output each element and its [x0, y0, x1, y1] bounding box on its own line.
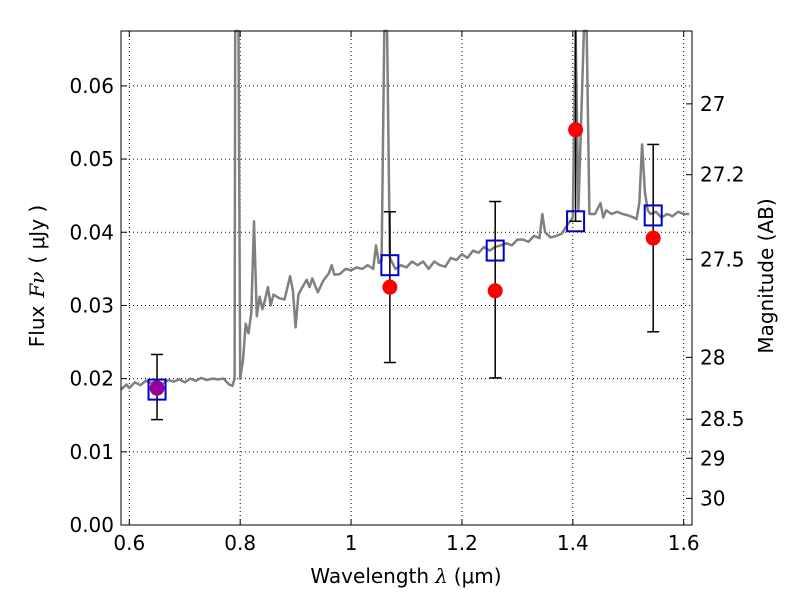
spectrum-series	[120, 29, 690, 391]
data-point	[382, 279, 398, 295]
y2-tick-label: 30	[700, 486, 725, 510]
axis-ticks	[121, 31, 692, 526]
y-tick-label: 0.06	[69, 74, 114, 98]
x-axis-label: Wavelength λ (μm)	[310, 564, 501, 588]
y2-tick-label: 28.5	[700, 407, 745, 431]
y-tick-label: 0.00	[69, 513, 114, 537]
x-tick-label: 1.2	[446, 531, 478, 555]
model-square	[380, 254, 400, 277]
data-point	[487, 283, 503, 299]
y-tick-label: 0.03	[69, 293, 114, 317]
model-square	[566, 210, 586, 233]
y-axis-label: FluxFν( μJy )	[25, 205, 49, 347]
y2-axis-label: Magnitude (AB)	[754, 198, 778, 353]
x-tick-label: 0.8	[224, 531, 256, 555]
x-tick-label: 1.6	[668, 531, 700, 555]
y2-tick-label: 27	[700, 92, 725, 116]
y2-tick-label: 29	[700, 446, 725, 470]
data-point	[149, 380, 165, 396]
axis-tick-labels: 0.6 0.8 1 1.2 1.4 1.6 0.00 0.01 0.02 0.03 0.04 0.05…	[69, 74, 744, 555]
data-point	[645, 230, 661, 246]
model-square	[147, 378, 167, 401]
errorbar-series	[149, 31, 661, 421]
y2-tick-label: 27.5	[700, 247, 745, 271]
x-tick-label: 1.4	[557, 531, 589, 555]
model-square	[643, 204, 663, 227]
data-point	[568, 122, 584, 138]
y-tick-label: 0.01	[69, 440, 114, 464]
square-series	[147, 204, 663, 401]
y2-tick-label: 28	[700, 345, 725, 369]
y2-tick-label: 27.2	[700, 163, 745, 187]
x-tick-label: 0.6	[113, 531, 145, 555]
grid	[121, 31, 692, 526]
x-tick-label: 1	[345, 531, 358, 555]
y-tick-label: 0.02	[69, 367, 114, 391]
model-square	[485, 239, 505, 262]
plot-frame	[120, 30, 693, 526]
spectrum-line	[120, 29, 690, 391]
y-tick-label: 0.05	[69, 147, 114, 171]
y-tick-label: 0.04	[69, 220, 114, 244]
